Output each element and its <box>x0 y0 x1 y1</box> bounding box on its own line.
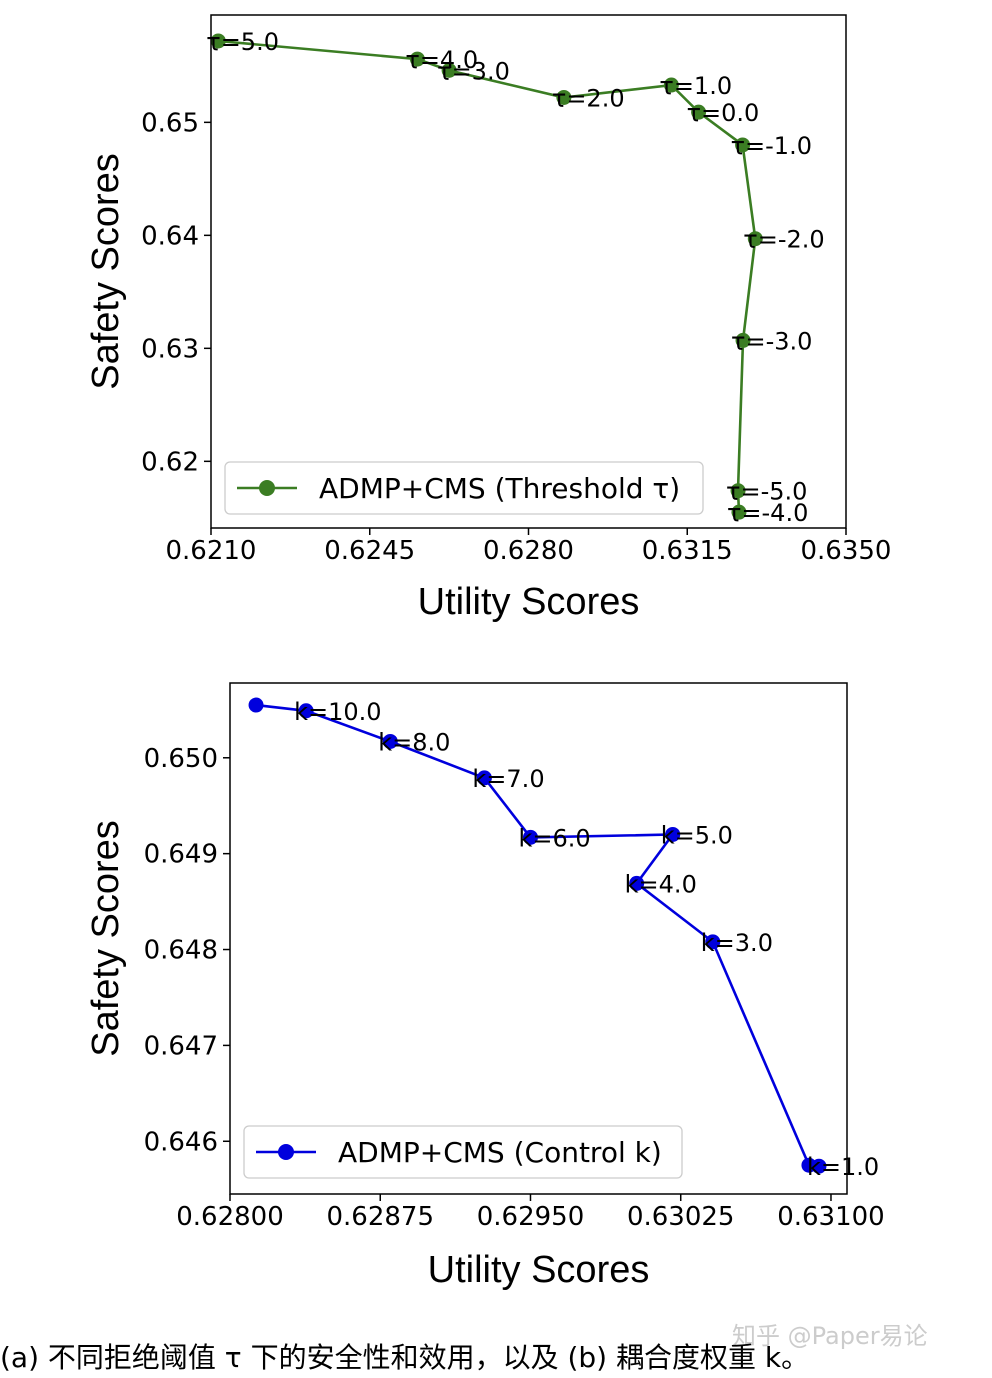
x-ticks: 0.62800 0.62875 0.62950 0.63025 0.63100 <box>176 1194 885 1232</box>
y-ticks: 0.646 0.647 0.648 0.649 0.650 <box>144 744 230 1157</box>
y-tick-label: 0.647 <box>144 1031 218 1061</box>
point-label: k=10.0 <box>294 698 381 726</box>
y-tick-label: 0.650 <box>144 744 218 774</box>
data-point <box>747 231 763 247</box>
point-label: k=8.0 <box>378 728 450 756</box>
y-ticks: 0.62 0.63 0.64 0.65 <box>141 108 211 477</box>
y-tick-label: 0.65 <box>141 108 199 138</box>
point-label: k=6.0 <box>518 824 590 852</box>
x-axis-label: Utility Scores <box>418 581 640 623</box>
x-tick-label: 0.6245 <box>324 536 415 566</box>
point-label: τ=3.0 <box>437 57 510 85</box>
y-tick-label: 0.646 <box>144 1127 218 1157</box>
x-tick-label: 0.62875 <box>326 1202 434 1232</box>
x-tick-label: 0.6210 <box>166 536 257 566</box>
point-label: τ=4.0 <box>405 46 478 74</box>
y-tick-label: 0.649 <box>144 840 218 870</box>
x-tick-label: 0.62800 <box>176 1202 284 1232</box>
data-point <box>735 332 751 348</box>
point-label: τ=-2.0 <box>743 226 824 254</box>
data-points <box>248 697 827 1174</box>
data-point <box>730 483 746 499</box>
point-label: k=4.0 <box>625 870 697 898</box>
legend-marker <box>259 480 275 496</box>
y-axis-label: Safety Scores <box>85 820 127 1057</box>
data-point <box>298 703 314 719</box>
plot-frame <box>229 682 848 1195</box>
series-line-control <box>255 703 820 1168</box>
point-label: k=1.0 <box>807 1153 879 1181</box>
chart-threshold: 0.62 0.63 0.64 0.65 0.6210 0.6245 0.6280 0.631… <box>85 14 892 623</box>
y-tick-label: 0.63 <box>141 334 199 364</box>
data-point <box>811 1158 827 1174</box>
data-point <box>731 504 747 520</box>
plot-frame <box>210 14 847 529</box>
data-point <box>210 33 226 49</box>
legend: ADMP+CMS (Threshold τ) <box>224 461 704 515</box>
legend-label: ADMP+CMS (Control k) <box>338 1136 662 1169</box>
data-point <box>705 934 721 950</box>
x-tick-label: 0.63100 <box>777 1202 885 1232</box>
legend-label: ADMP+CMS (Threshold τ) <box>319 472 680 505</box>
x-axis-label: Utility Scores <box>428 1249 650 1291</box>
y-tick-label: 0.62 <box>141 447 199 477</box>
point-label: τ=5.0 <box>206 28 279 56</box>
point-label: k=3.0 <box>701 929 773 957</box>
y-tick-label: 0.64 <box>141 221 199 251</box>
chart-control-k: 0.646 0.647 0.648 0.649 0.650 0.62800 0.62875… <box>85 682 885 1291</box>
y-tick-label: 0.648 <box>144 936 218 966</box>
data-point <box>441 62 457 78</box>
data-point <box>665 826 681 842</box>
data-points <box>210 33 763 520</box>
legend-box <box>243 1125 683 1179</box>
point-labels: τ=5.0 τ=4.0τ=3.0 τ=2.0 τ=1.0τ=0.0 τ=-1.0 τ=-2… <box>206 28 824 527</box>
data-point <box>248 697 264 713</box>
point-label: k=5.0 <box>661 821 733 849</box>
data-point <box>629 875 645 891</box>
point-label: τ=-5.0 <box>726 478 807 506</box>
x-tick-label: 0.6350 <box>801 536 892 566</box>
data-point <box>382 733 398 749</box>
legend-box <box>224 461 704 515</box>
data-point <box>663 77 679 93</box>
x-tick-label: 0.62950 <box>477 1202 585 1232</box>
data-point <box>691 104 707 120</box>
point-label: τ=-4.0 <box>727 499 808 527</box>
point-label: τ=-3.0 <box>731 327 812 355</box>
data-point <box>556 89 572 105</box>
legend: ADMP+CMS (Control k) <box>243 1125 683 1179</box>
data-point <box>735 137 751 153</box>
y-axis-label: Safety Scores <box>85 153 127 390</box>
point-label: τ=-1.0 <box>731 132 812 160</box>
x-tick-label: 0.63025 <box>627 1202 735 1232</box>
legend-marker <box>278 1144 294 1160</box>
x-ticks: 0.6210 0.6245 0.6280 0.6315 0.6350 <box>166 528 892 566</box>
point-label: τ=0.0 <box>687 99 760 127</box>
data-point <box>522 829 538 845</box>
series-line-threshold <box>218 39 757 513</box>
figure-caption: (a) 不同拒绝阈值 τ 下的安全性和效用，以及 (b) 耦合度权重 k。 <box>0 1341 810 1374</box>
point-label: k=7.0 <box>472 765 544 793</box>
x-tick-label: 0.6280 <box>483 536 574 566</box>
watermark: 知乎 @Paper易论 <box>732 1322 928 1350</box>
point-label: τ=1.0 <box>659 72 732 100</box>
point-labels: k=10.0k=8.0 k=7.0 k=6.0 k=5.0 k=4.0 k=3.0 k=1.… <box>294 698 879 1181</box>
x-tick-label: 0.6315 <box>642 536 733 566</box>
data-point <box>476 770 492 786</box>
data-point <box>409 51 425 67</box>
point-label: τ=2.0 <box>552 84 625 112</box>
